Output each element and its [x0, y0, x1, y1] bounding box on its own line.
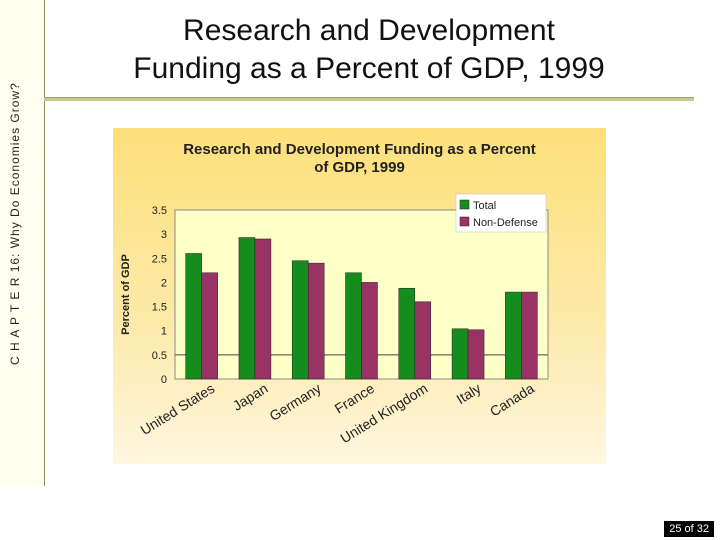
bar-total [398, 287, 416, 380]
x-tick-label: Japan [230, 380, 271, 414]
y-tick-label: 0 [161, 374, 167, 386]
chart-title-line1: Research and Development Funding as a Pe… [183, 141, 536, 158]
x-tick-label: Germany [266, 380, 323, 424]
title-divider [44, 97, 694, 101]
legend-label: Total [473, 200, 496, 212]
y-tick-label: 2 [161, 277, 167, 289]
bar-total [185, 253, 202, 380]
bar-non-defense [467, 329, 485, 380]
bar-total [238, 237, 256, 380]
slide-title: Research and Development Funding as a Pe… [44, 12, 694, 88]
bar-non-defense [521, 291, 538, 380]
x-tick-label: Italy [453, 380, 483, 407]
bar-chart: 0 0.5 1 1.5 2 2.5 3 3.5 Percent of GDP United Sta… [120, 193, 549, 446]
bar-total [291, 260, 309, 380]
chart-title: Research and Development Funding as a Pe… [113, 141, 606, 177]
legend-label: Non-Defense [473, 217, 538, 229]
legend-swatch [459, 199, 470, 210]
x-tick-label: Canada [487, 380, 537, 420]
slide-title-line1: Research and Development [183, 14, 555, 47]
bar-total [451, 328, 469, 380]
bar-non-defense [361, 282, 378, 380]
bar-non-defense [307, 262, 325, 380]
slide-title-line2: Funding as a Percent of GDP, 1999 [133, 52, 605, 85]
chart-title-line2: of GDP, 1999 [314, 159, 405, 176]
legend-swatch [459, 216, 470, 227]
bar-total [345, 272, 362, 380]
bar-non-defense [201, 272, 218, 380]
legend [455, 193, 547, 233]
y-tick-label: 3 [161, 229, 167, 241]
chapter-sidebar: C H A P T E R 16: Why Do Economies Grow? [0, 0, 45, 486]
chart-frame: Research and Development Funding as a Pe… [113, 128, 606, 464]
y-tick-label: 0.5 [152, 350, 167, 362]
y-tick-label: 1.5 [152, 302, 167, 314]
page-number: 25 of 32 [664, 521, 714, 537]
y-axis-label: Percent of GDP [120, 254, 132, 335]
bar-non-defense [254, 238, 272, 380]
x-tick-label: United States [137, 380, 217, 438]
chapter-label: C H A P T E R 16: Why Do Economies Grow? [8, 82, 22, 365]
y-tick-label: 3.5 [152, 205, 167, 217]
y-tick-label: 1 [161, 326, 167, 338]
y-tick-label: 2.5 [152, 253, 167, 265]
bar-non-defense [414, 301, 432, 380]
bar-total [505, 291, 522, 380]
